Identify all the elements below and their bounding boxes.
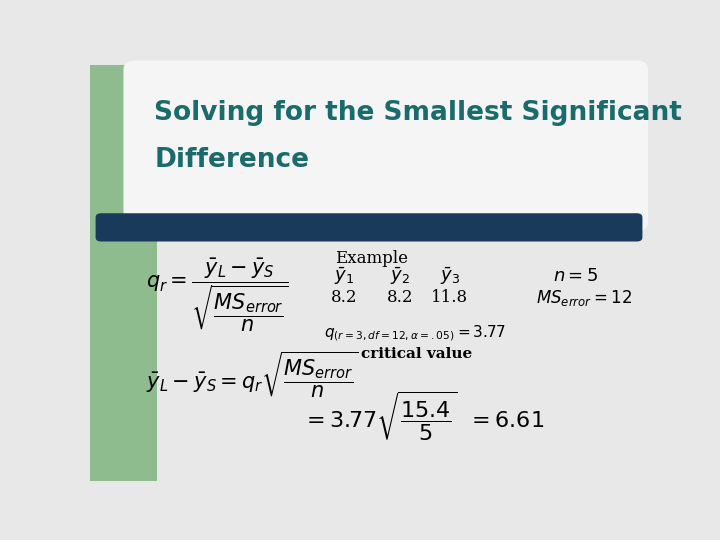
Text: 11.8: 11.8 (431, 289, 469, 306)
Text: $= 3.77\sqrt{\dfrac{15.4}{5}} \;\; = 6.61$: $= 3.77\sqrt{\dfrac{15.4}{5}} \;\; = 6.6… (302, 389, 544, 443)
FancyBboxPatch shape (96, 213, 642, 241)
Text: $q_r = \dfrac{\bar{y}_L - \bar{y}_S}{\sqrt{\dfrac{MS_{error}}{n}}}$: $q_r = \dfrac{\bar{y}_L - \bar{y}_S}{\sq… (145, 257, 289, 334)
Text: $MS_{error} = 12$: $MS_{error} = 12$ (536, 288, 632, 308)
Text: $\bar{y}_1$: $\bar{y}_1$ (334, 265, 354, 287)
Text: critical value: critical value (361, 347, 472, 361)
Text: $n = 5$: $n = 5$ (553, 267, 598, 285)
Text: $\bar{y}_2$: $\bar{y}_2$ (390, 265, 410, 287)
Text: 8.2: 8.2 (330, 289, 357, 306)
Text: Difference: Difference (154, 147, 309, 173)
Text: $\bar{y}_L - \bar{y}_S = q_r\sqrt{\dfrac{MS_{error}}{n}}$: $\bar{y}_L - \bar{y}_S = q_r\sqrt{\dfrac… (145, 349, 359, 400)
Text: $q_{(r=3,df=12,\alpha=.05)} = 3.77$: $q_{(r=3,df=12,\alpha=.05)} = 3.77$ (324, 323, 506, 343)
Text: Example: Example (336, 249, 408, 267)
Text: 8.2: 8.2 (387, 289, 413, 306)
FancyBboxPatch shape (90, 65, 157, 481)
Text: Solving for the Smallest Significant: Solving for the Smallest Significant (154, 99, 682, 126)
FancyBboxPatch shape (124, 60, 648, 231)
Text: $\bar{y}_3$: $\bar{y}_3$ (440, 265, 460, 287)
